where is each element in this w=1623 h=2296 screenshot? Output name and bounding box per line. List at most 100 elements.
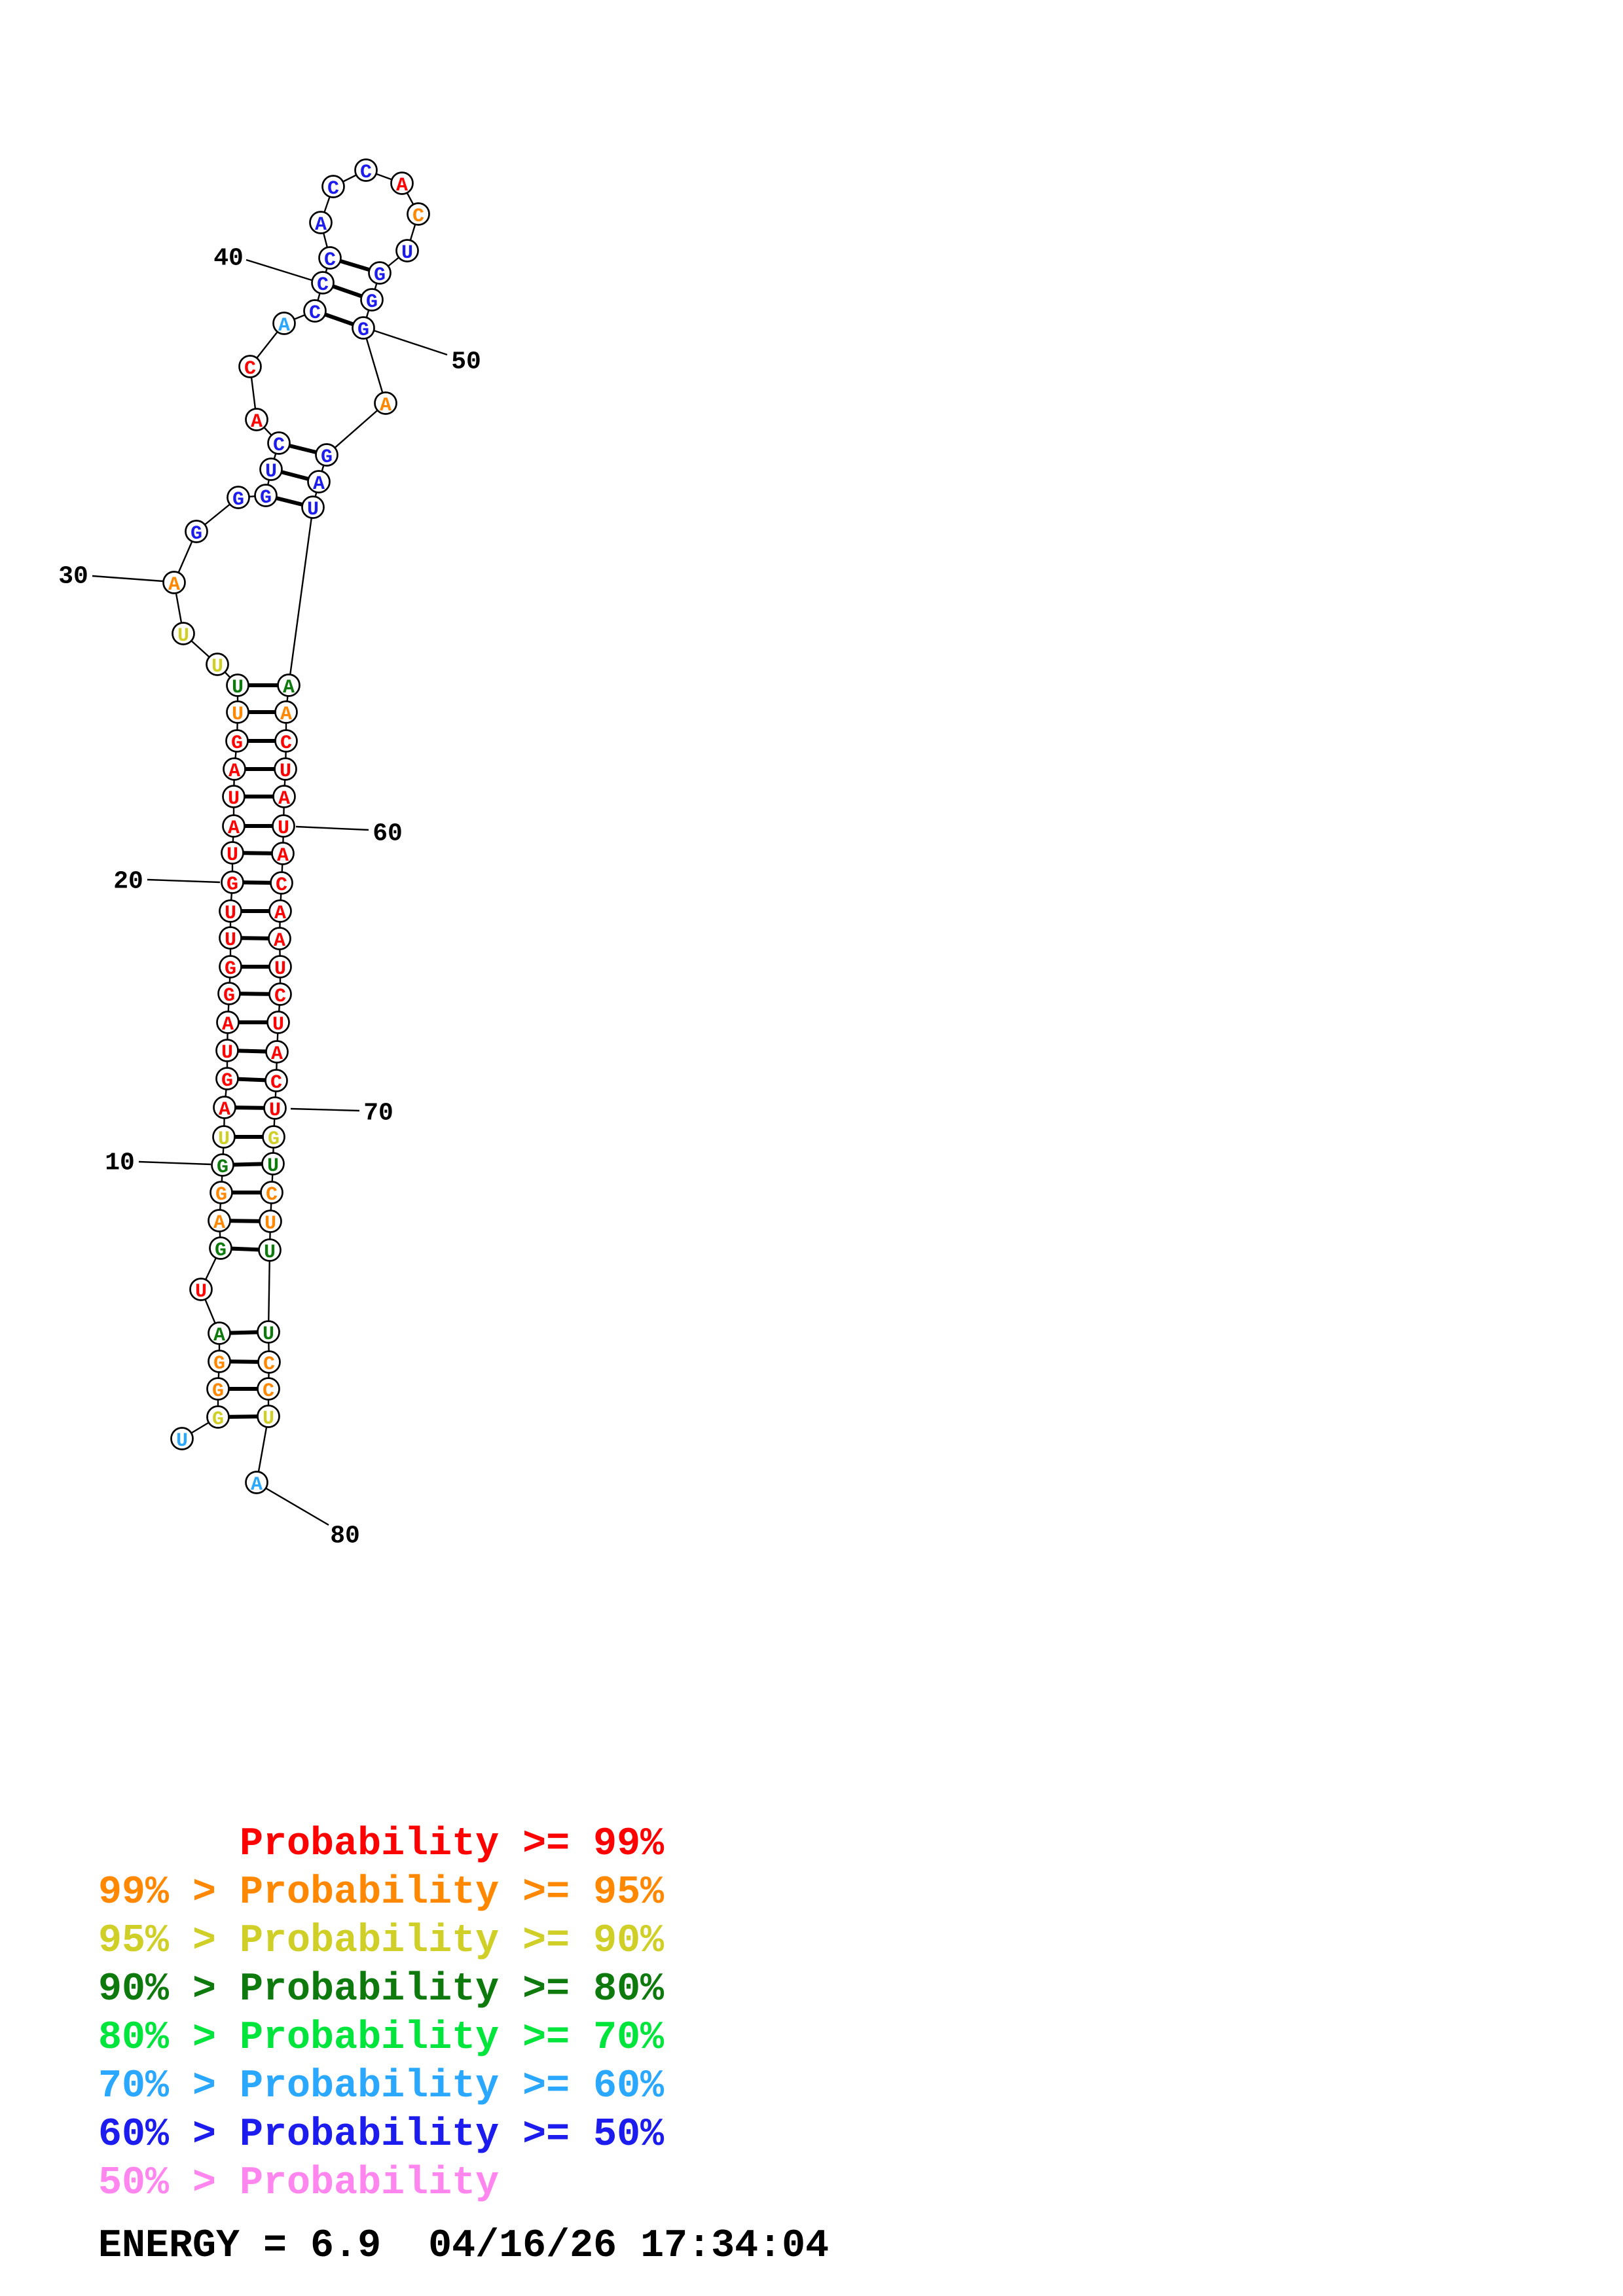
nucleotide-letter-79: U [263,1408,274,1430]
nucleotide-circle-29 [172,622,195,645]
nucleotide-letter-56: A [280,704,292,726]
nucleotide-circle-24 [223,757,246,781]
legend-row-2: 99% > Probability >= 95% [98,1871,665,1915]
nucleotide-letter-27: U [232,677,244,699]
nucleotide-circle-55 [277,673,301,697]
nucleotide-circle-49 [360,288,384,312]
sequence-number-label-20: 20 [113,868,143,896]
nucleotide-letter-18: U [225,929,236,952]
nucleotide-letter-68: A [271,1043,283,1066]
nucleotide-letter-75: U [264,1242,276,1264]
nucleotide-letter-28: U [211,656,223,678]
nucleotide-circle-20 [221,870,244,894]
nucleotide-circle-50 [352,316,375,340]
nucleotide-circle-77 [257,1350,281,1374]
nucleotide-circle-9 [210,1181,233,1204]
nucleotide-circles [162,158,430,1494]
nucleotide-letter-61: A [277,845,289,867]
nucleotide-circle-62 [270,871,293,895]
nucleotide-letter-23: U [228,788,240,810]
nucleotide-letter-1: U [176,1430,188,1452]
nucleotide-circle-70 [263,1096,287,1120]
nucleotide-circle-27 [226,673,249,697]
nucleotide-circle-31 [185,520,208,543]
legend-row-3: 95% > Probability >= 90% [98,1919,665,1964]
nucleotide-circle-47 [395,239,419,262]
nucleotide-circle-52 [315,443,338,467]
nucleotide-circle-57 [274,729,298,753]
nucleotide-letter-71: G [268,1128,280,1151]
backbone-bond-75-76 [267,1249,271,1333]
nucleotide-letter-54: U [307,499,319,521]
nucleotide-circle-78 [257,1377,280,1401]
nucleotide-circle-33 [254,484,278,507]
nucleotide-circle-10 [211,1153,234,1177]
nucleotide-letter-26: U [232,704,244,726]
nucleotide-letter-14: U [221,1042,233,1064]
nucleotide-letter-38: A [278,315,290,337]
nucleotide-letter-43: C [327,178,339,200]
nucleotide-letter-9: G [215,1184,227,1206]
legend-row-1: Probability >= 99% [98,1822,665,1867]
nucleotide-letter-5: A [213,1325,225,1347]
nucleotide-circle-74 [259,1210,282,1233]
nucleotide-circle-64 [268,927,291,950]
nucleotide-letter-74: U [264,1213,276,1235]
nucleotide-circle-65 [268,955,292,978]
nucleotide-circle-8 [208,1209,231,1232]
nucleotide-circle-44 [354,158,378,182]
nucleotide-letter-52: G [321,446,333,469]
nucleotide-letter-67: U [272,1014,284,1036]
nucleotide-circle-75 [258,1238,282,1262]
legend-row-6: 70% > Probability >= 60% [98,2064,665,2109]
nucleotide-letter-78: C [263,1380,274,1403]
sequence-number-label-50: 50 [451,348,481,376]
nucleotide-circle-51 [374,391,397,415]
label-leader-line-80 [263,1486,329,1526]
nucleotide-letter-12: A [219,1099,230,1121]
nucleotide-letter-62: C [276,874,287,897]
nucleotide-circle-60 [272,814,295,838]
nucleotide-letter-44: C [360,162,372,184]
nucleotide-circle-38 [272,312,296,335]
backbone-bond-54-55 [287,507,314,686]
nucleotide-circle-39 [303,299,327,323]
legend-row-7: 60% > Probability >= 50% [98,2113,665,2157]
nucleotide-letter-11: U [218,1128,230,1151]
nucleotide-letter-25: G [231,732,243,755]
nucleotide-letter-32: G [232,489,244,511]
nucleotide-circle-45 [390,171,414,195]
nucleotide-circle-19 [219,899,242,923]
nucleotide-circle-41 [318,246,342,270]
nucleotide-circle-68 [265,1040,289,1064]
nucleotide-circle-72 [261,1152,285,1175]
nucleotide-circle-59 [272,785,296,808]
nucleotide-circle-66 [268,982,292,1006]
sequence-number-label-30: 30 [58,563,88,591]
backbone-bond-51-52 [326,403,386,456]
nucleotide-letter-51: A [380,395,392,417]
nucleotide-letter-46: C [412,206,424,228]
nucleotide-letter-29: U [177,625,189,647]
probability-legend: Probability >= 99% 99% > Probability >= 9… [98,1820,664,2208]
nucleotide-circle-61 [271,842,295,865]
sequence-number-labels: 10 20 30 40 50 60 70 80 [58,245,481,1551]
nucleotide-circle-54 [301,495,325,519]
sequence-number-label-70: 70 [363,1100,393,1128]
nucleotide-circle-7 [209,1236,232,1260]
nucleotide-letter-47: U [401,242,413,264]
nucleotide-letter-3: G [212,1380,224,1403]
nucleotide-letter-41: C [324,249,336,272]
nucleotide-circle-32 [227,486,250,509]
nucleotide-letter-37: C [244,358,256,380]
nucleotide-letter-10: G [217,1157,228,1179]
nucleotide-circle-16 [217,982,241,1005]
nucleotide-letter-19: U [225,903,236,925]
nucleotide-letter-55: A [283,677,295,699]
nucleotide-letter-64: A [274,930,285,952]
label-leader-line-10 [138,1160,211,1166]
nucleotide-letter-8: A [213,1212,225,1234]
nucleotide-letter-73: C [266,1184,278,1206]
label-leader-line-50 [373,329,448,356]
